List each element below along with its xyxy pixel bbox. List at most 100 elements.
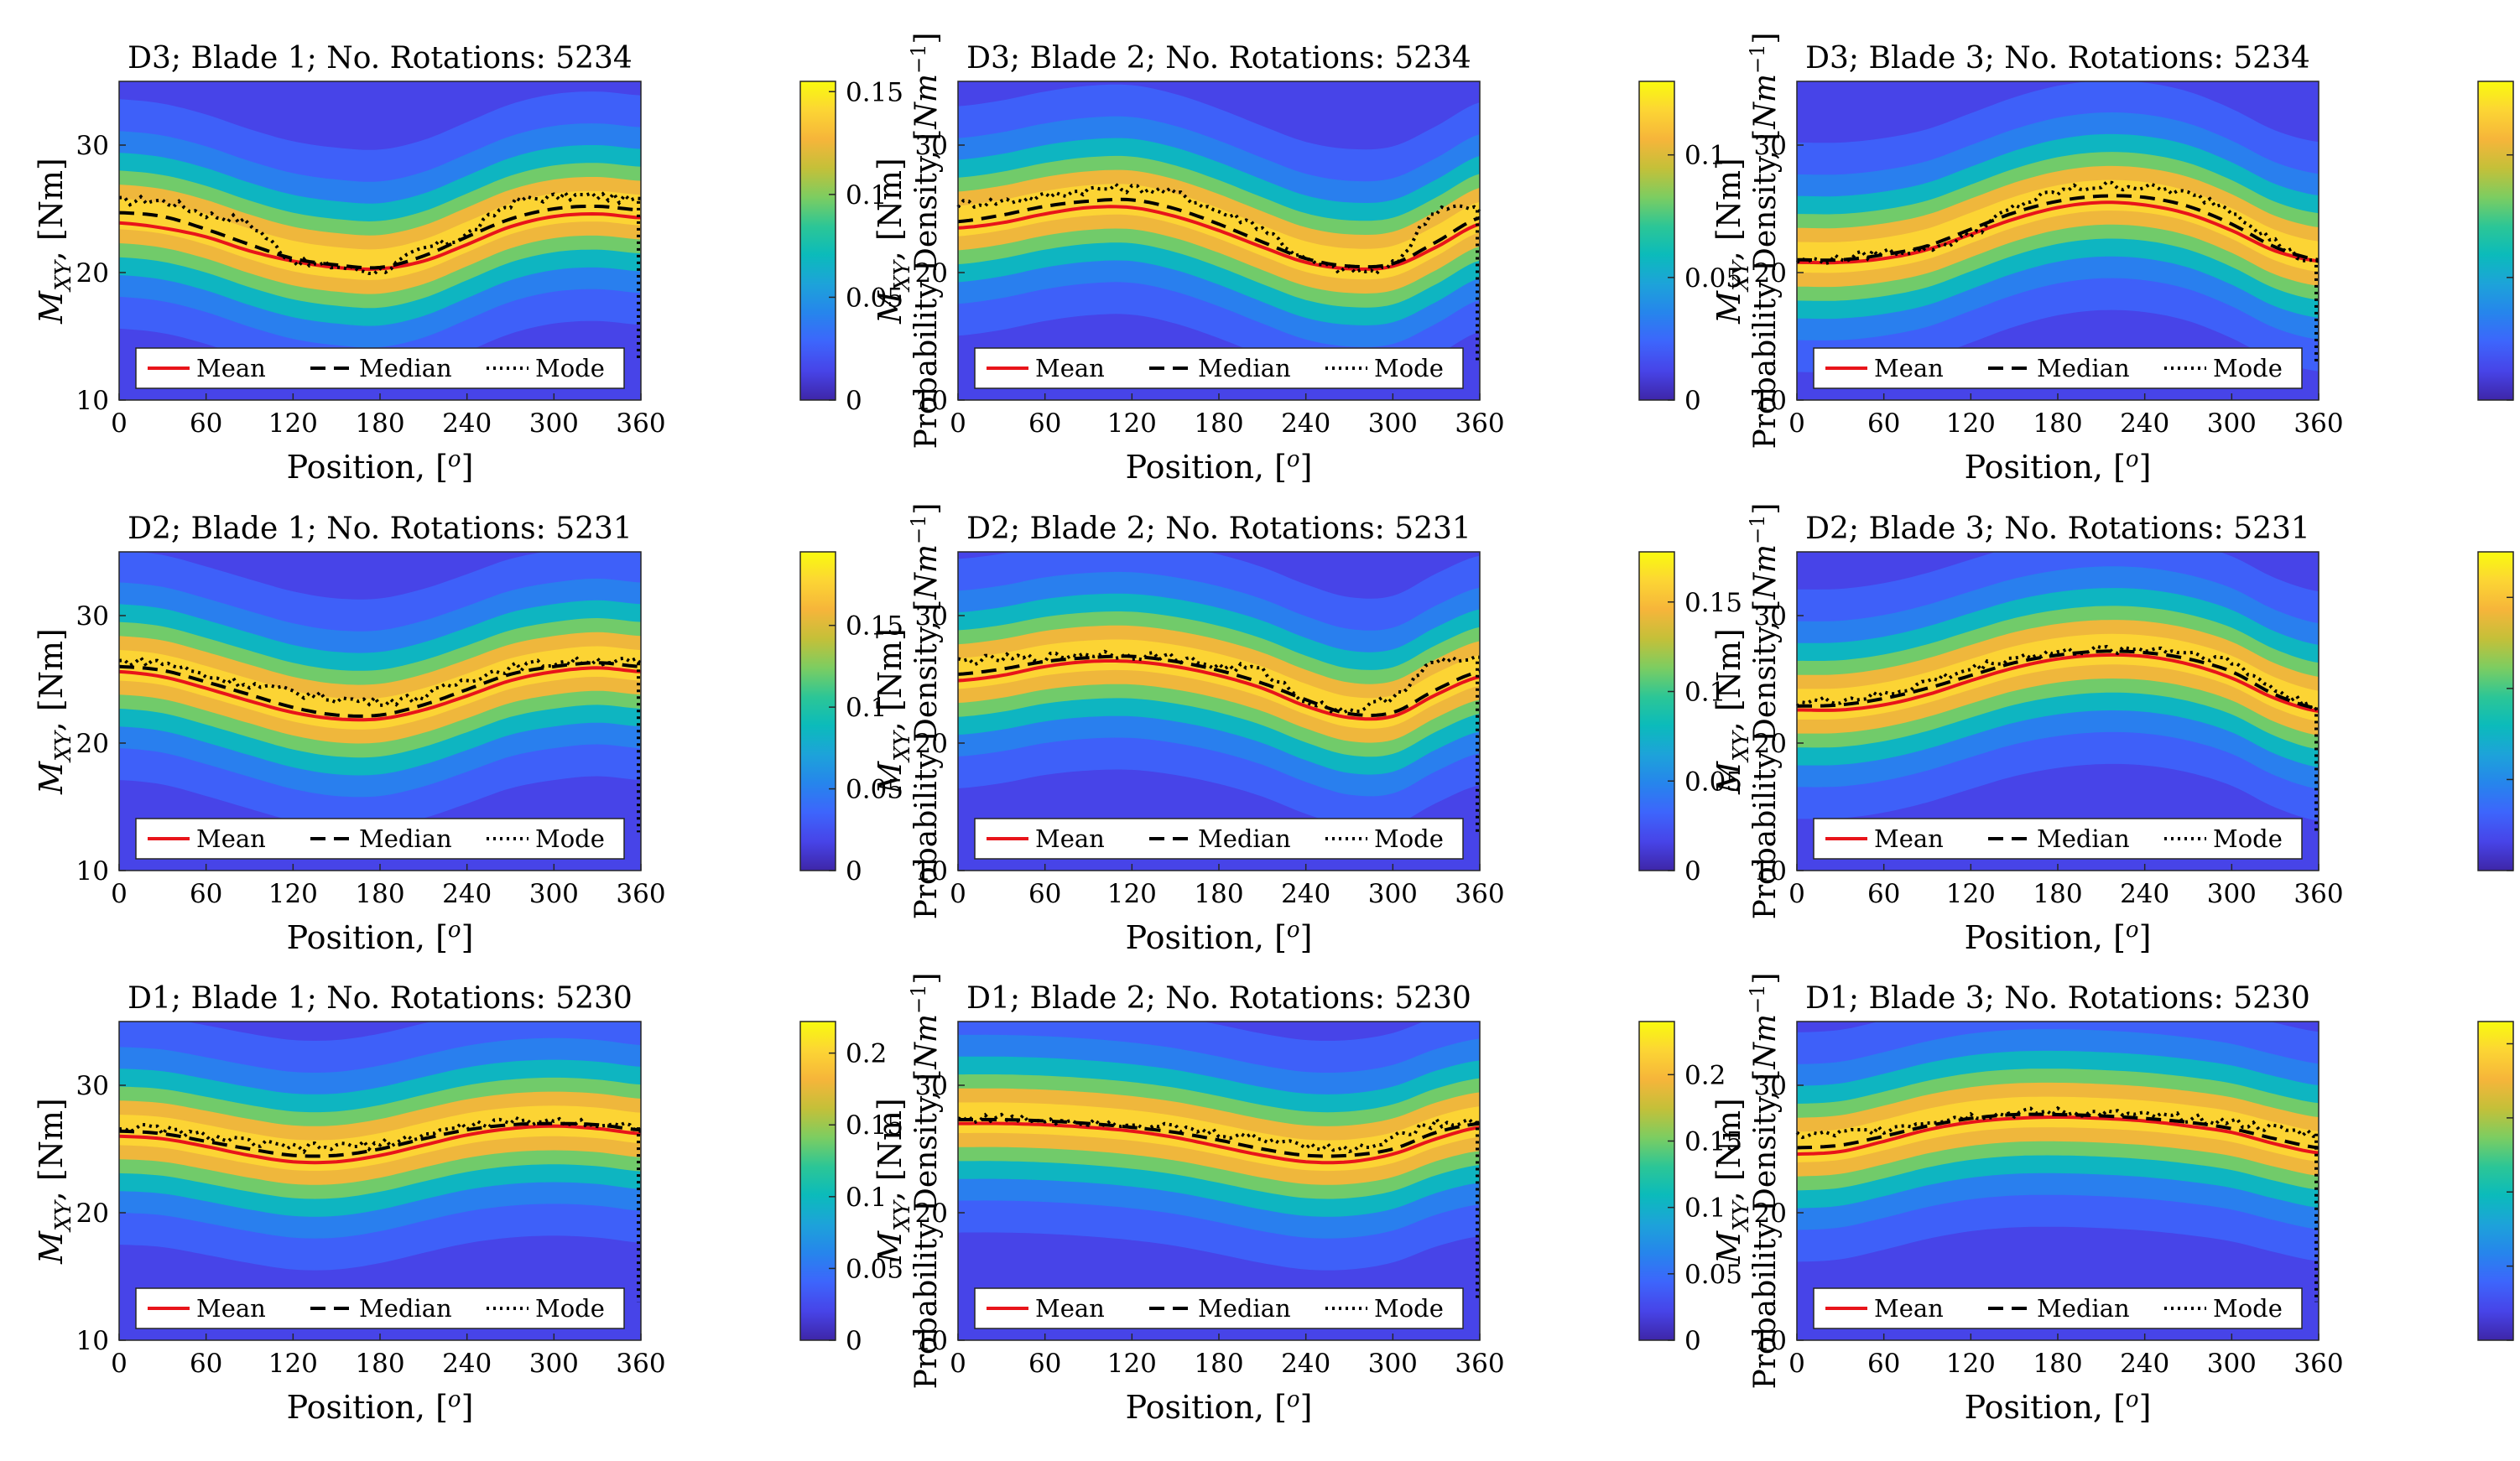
x-tick-label: 240 <box>442 879 492 909</box>
legend-label-median: Median <box>1198 824 1291 853</box>
legend-label-mean: Mean <box>196 354 266 382</box>
legend-box <box>974 1287 1464 1329</box>
x-tick-label: 180 <box>2033 408 2082 439</box>
chart-title: D1; Blade 1; No. Rotations: 5230 <box>128 981 633 1016</box>
y-axis-label: MXY, [Nm] <box>1710 1098 1754 1265</box>
x-axis-label: Position, [o] <box>287 918 474 956</box>
x-tick-label: 0 <box>950 879 966 909</box>
colorbar-tick-label: 0.2 <box>1684 1060 1726 1090</box>
legend: Mean Median Mode <box>135 1287 625 1329</box>
legend-label-mode: Mode <box>535 1294 605 1323</box>
series-line-mode <box>118 1115 642 1155</box>
colorbar-label: Probability Density, [Nm−1] <box>907 33 944 450</box>
chart-panel: 0 60 120 180 240 300 360 10 20 30 D1; Blade 1; No.… <box>33 973 944 1426</box>
series-line-mean <box>1797 653 2320 713</box>
series-line-mode <box>956 181 1481 276</box>
colorbar-label: Probability Density, [Nm−1] <box>907 973 944 1390</box>
heatmap-density <box>119 91 641 380</box>
x-tick-label: 120 <box>1946 1349 1996 1379</box>
x-tick-label: 240 <box>1281 879 1330 909</box>
x-tick-label: 180 <box>1194 1349 1243 1379</box>
x-tick-label: 120 <box>1107 408 1157 439</box>
colorbar-label: Probability Density, [Nm−1] <box>1746 973 1783 1390</box>
heatmap-density <box>1797 552 2319 821</box>
legend-label-mode: Mode <box>2213 1294 2283 1323</box>
x-tick-label: 300 <box>529 879 579 909</box>
series-line-median <box>1797 194 2320 263</box>
x-tick-label: 300 <box>2207 1349 2257 1379</box>
legend-label-mode: Mode <box>2213 824 2283 853</box>
y-tick-label: 30 <box>915 1071 948 1101</box>
colorbar <box>799 551 836 871</box>
colorbar-tick-label: 0.1 <box>846 180 887 211</box>
colorbar-tick-label: 0.05 <box>846 283 903 313</box>
y-tick-label: 10 <box>76 1326 109 1356</box>
x-axis-label: Position, [o] <box>1965 1387 2152 1426</box>
x-tick-label: 180 <box>2033 1349 2082 1379</box>
y-tick-label: 20 <box>915 258 948 289</box>
colorbar <box>2477 81 2514 401</box>
colorbar-tick-label: 0.05 <box>1684 767 1742 797</box>
x-tick-label: 360 <box>1455 408 1504 439</box>
x-tick-label: 180 <box>2033 879 2082 909</box>
x-axis-label: Position, [o] <box>1965 918 2152 956</box>
series-line-mean <box>957 659 1481 721</box>
y-axis-label: MXY, [Nm] <box>872 158 915 325</box>
legend-label-mean: Mean <box>196 1294 266 1323</box>
x-axis-label: Position, [o] <box>287 1387 474 1426</box>
y-tick-label: 10 <box>915 856 948 886</box>
series-line-mean <box>958 1121 1481 1165</box>
x-tick-label: 120 <box>268 1349 318 1379</box>
x-axis-label: Position, [o] <box>1126 1387 1313 1426</box>
x-tick-label: 60 <box>1867 1349 1900 1379</box>
x-tick-label: 240 <box>1281 1349 1330 1379</box>
x-tick-label: 120 <box>1946 879 1996 909</box>
heatmap-band-5 <box>119 190 641 280</box>
y-tick-label: 20 <box>76 1198 109 1229</box>
y-tick-label: 10 <box>1754 1326 1787 1356</box>
legend-label-mode: Mode <box>535 824 605 853</box>
x-tick-label: 240 <box>2120 408 2169 439</box>
colorbar-tick-label: 0.1 <box>1684 678 1726 708</box>
x-tick-label: 240 <box>2120 1349 2169 1379</box>
x-tick-label: 360 <box>1455 1349 1504 1379</box>
chart-panel: 0 60 120 180 240 300 360 10 20 30 D1; Blade 3; No.… <box>1710 981 2514 1426</box>
x-tick-label: 120 <box>268 879 318 909</box>
y-tick-label: 30 <box>1754 1071 1787 1101</box>
y-tick-label: 10 <box>76 856 109 886</box>
legend-label-mode: Mode <box>1374 354 1444 382</box>
y-axis-label: MXY, [Nm] <box>872 628 915 795</box>
y-tick-label: 30 <box>1754 601 1787 632</box>
x-tick-label: 360 <box>1455 879 1504 909</box>
chart-panel: 0 60 120 180 240 300 360 10 20 30 D3; Blade 1; No.… <box>33 33 944 486</box>
x-tick-label: 120 <box>1946 408 1996 439</box>
legend-label-mean: Mean <box>196 824 266 853</box>
heatmap-density <box>958 552 1480 829</box>
legend: Mean Median Mode <box>135 347 625 389</box>
x-tick-label: 300 <box>529 408 579 439</box>
colorbar <box>1638 81 1675 401</box>
x-tick-label: 60 <box>190 1349 222 1379</box>
y-axis-label: MXY, [Nm] <box>33 158 76 325</box>
y-tick-label: 30 <box>1754 131 1787 161</box>
x-tick-label: 300 <box>1368 408 1418 439</box>
colorbar-label: Probability Density, [Nm−1] <box>907 503 944 920</box>
x-axis-label: Position, [o] <box>1126 918 1313 956</box>
legend-label-median: Median <box>2037 354 2130 382</box>
chart-title: D3; Blade 3; No. Rotations: 5234 <box>1805 41 2310 75</box>
legend-label-mode: Mode <box>1374 824 1444 853</box>
colorbar-tick-label: 0.2 <box>846 1039 887 1069</box>
y-tick-label: 10 <box>915 1326 948 1356</box>
x-tick-label: 0 <box>950 408 966 439</box>
series-line-mean <box>957 205 1481 271</box>
colorbar-label: Probability Density, [Nm−1] <box>1746 33 1783 450</box>
colorbar-tick-label: 0.15 <box>846 611 903 642</box>
colorbar-tick-label: 0 <box>846 1326 862 1356</box>
series-line-median <box>1796 649 2320 710</box>
legend-box <box>1813 1287 2303 1329</box>
series-line-median <box>118 661 642 718</box>
colorbar-tick-label: 0.05 <box>846 1254 903 1284</box>
x-tick-label: 240 <box>1281 408 1330 439</box>
heatmap-density <box>1797 81 2319 372</box>
legend-label-mode: Mode <box>2213 354 2283 382</box>
